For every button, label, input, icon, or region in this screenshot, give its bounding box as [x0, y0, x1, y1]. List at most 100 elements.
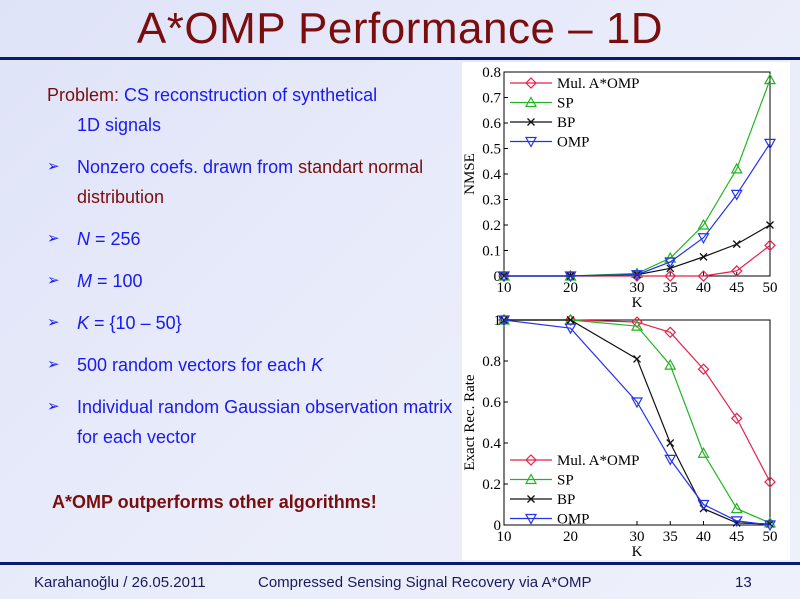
x-axis-label: K	[632, 295, 643, 311]
diamond-marker	[564, 314, 577, 326]
y-tick-label: 0.1	[482, 244, 501, 260]
series-omp: OMP	[497, 315, 777, 532]
y-tick-label: 0.4	[482, 167, 501, 183]
triangle-down-marker	[564, 271, 577, 283]
triangle-down-marker	[697, 233, 710, 244]
bullet-text: = 100	[92, 271, 143, 291]
arrowhead-bullet-icon: ➢	[47, 230, 60, 247]
triangle-up-marker	[524, 96, 538, 108]
x-tick-label: 30	[630, 529, 645, 545]
y-tick-label: 0.8	[482, 354, 501, 370]
diamond-marker	[697, 270, 710, 282]
y-tick-label: 0.3	[482, 193, 501, 209]
conclusion: A*OMP outperforms other algorithms!	[52, 492, 377, 512]
y-tick-label: 1	[494, 313, 502, 329]
legend-label: BP	[557, 115, 575, 131]
triangle-up-marker	[763, 73, 777, 85]
problem-text: CS reconstruction of synthetical	[124, 85, 378, 105]
arrowhead-bullet-icon: ➢	[47, 356, 60, 373]
problem-text-cont: 1D signals	[77, 115, 162, 135]
bullet-text: M	[77, 271, 92, 291]
y-tick-label: 0.8	[482, 65, 501, 81]
footer-divider	[0, 562, 800, 565]
diamond-marker	[697, 363, 710, 376]
bullet-text: = {10 – 50}	[89, 313, 182, 333]
arrowhead-bullet-icon: ➢	[47, 398, 60, 415]
x-tick-label: 35	[663, 529, 678, 545]
bullet-item: ➢ K = {10 – 50}	[47, 308, 457, 338]
triangle-down-marker	[763, 138, 777, 150]
legend-label: SP	[557, 96, 574, 112]
x-tick-label: 30	[630, 280, 645, 296]
diamond-marker	[764, 239, 776, 252]
y-tick-label: 0.4	[482, 436, 501, 452]
slide-title: A*OMP Performance – 1D	[136, 4, 664, 53]
x-tick-label: 40	[696, 280, 711, 296]
triangle-up-marker	[630, 319, 644, 331]
x-marker	[566, 316, 575, 324]
triangle-down-marker	[497, 315, 511, 327]
arrowhead-bullet-icon: ➢	[47, 158, 60, 175]
legend-label: Mul. A*OMP	[557, 453, 640, 469]
y-tick-label: 0.6	[482, 116, 501, 132]
series-omp: OMP	[497, 135, 777, 283]
x-marker	[527, 495, 535, 503]
series-line	[504, 143, 771, 277]
plot-area	[503, 71, 771, 277]
y-tick-label: 0	[494, 269, 502, 285]
legend-label: OMP	[557, 512, 590, 528]
footer-talk-title: Compressed Sensing Signal Recovery via A…	[258, 574, 592, 591]
triangle-up-marker	[697, 447, 710, 458]
diamond-marker	[764, 476, 776, 488]
bullet-item: ➢ N = 256	[47, 224, 457, 254]
bullet-text: K	[311, 355, 324, 375]
bullet-item: ➢ Individual random Gaussian observation …	[47, 392, 457, 452]
bullet-item: ➢ M = 100	[47, 266, 457, 296]
triangle-down-marker	[664, 454, 677, 466]
legend-label: SP	[557, 473, 574, 489]
nmse-chart: 10 20 30 35 40 45 50 0 0.1 0.2 0.3 0.4 0.5 0.6 0.7 0.8 K…	[462, 65, 778, 311]
x-marker	[766, 221, 774, 229]
triangle-down-marker	[497, 271, 511, 283]
triangle-down-marker	[630, 397, 644, 409]
y-tick-label: 0	[494, 518, 502, 534]
triangle-down-marker	[524, 136, 538, 148]
title-divider	[0, 57, 800, 60]
bullet-item: ➢ 500 random vectors for each K	[47, 350, 457, 380]
bullet-item: ➢ Nonzero coefs. drawn from standart norm…	[47, 152, 457, 212]
slide-body: Problem: CS reconstruction of synthetica…	[47, 80, 457, 464]
x-tick-label: 20	[563, 280, 578, 296]
bullet-list: ➢ Nonzero coefs. drawn from standart norm…	[47, 152, 457, 452]
x-tick-label: 35	[663, 280, 678, 296]
exact-recovery-chart: 10 20 30 35 40 45 50 0 0.2 0.4 0.6 0.8 1 K Exact Rec. …	[462, 313, 778, 560]
x-tick-label: 50	[763, 280, 778, 296]
x-tick-label: 40	[696, 529, 711, 545]
x-marker	[633, 354, 641, 363]
legend-label: OMP	[557, 135, 590, 151]
triangle-down-marker	[630, 270, 644, 281]
triangle-down-marker	[730, 516, 743, 528]
triangle-up-marker	[664, 358, 677, 370]
x-marker	[527, 118, 535, 126]
diamond-marker	[664, 326, 677, 339]
bullet-text: Individual random Gaussian observation m…	[77, 397, 453, 447]
triangle-down-marker	[524, 513, 538, 525]
diamond-marker	[730, 265, 743, 277]
series-line	[503, 319, 771, 526]
x-marker	[666, 439, 675, 447]
triangle-down-marker	[730, 189, 743, 201]
bullet-text: standart normal distribution	[77, 157, 424, 207]
bullet-text: K	[77, 313, 90, 333]
x-marker	[732, 240, 741, 249]
triangle-up-marker	[524, 473, 538, 485]
y-tick-label: 0.5	[482, 142, 501, 158]
triangle-up-marker	[730, 502, 743, 514]
legend-label: Mul. A*OMP	[557, 76, 640, 92]
plot-area	[503, 319, 771, 526]
triangle-up-marker	[697, 218, 710, 230]
x-tick-label: 50	[763, 529, 778, 545]
x-axis-label: K	[632, 544, 643, 560]
footer-author-date: Karahanoğlu / 26.05.2011	[34, 574, 206, 591]
x-marker	[699, 252, 708, 261]
